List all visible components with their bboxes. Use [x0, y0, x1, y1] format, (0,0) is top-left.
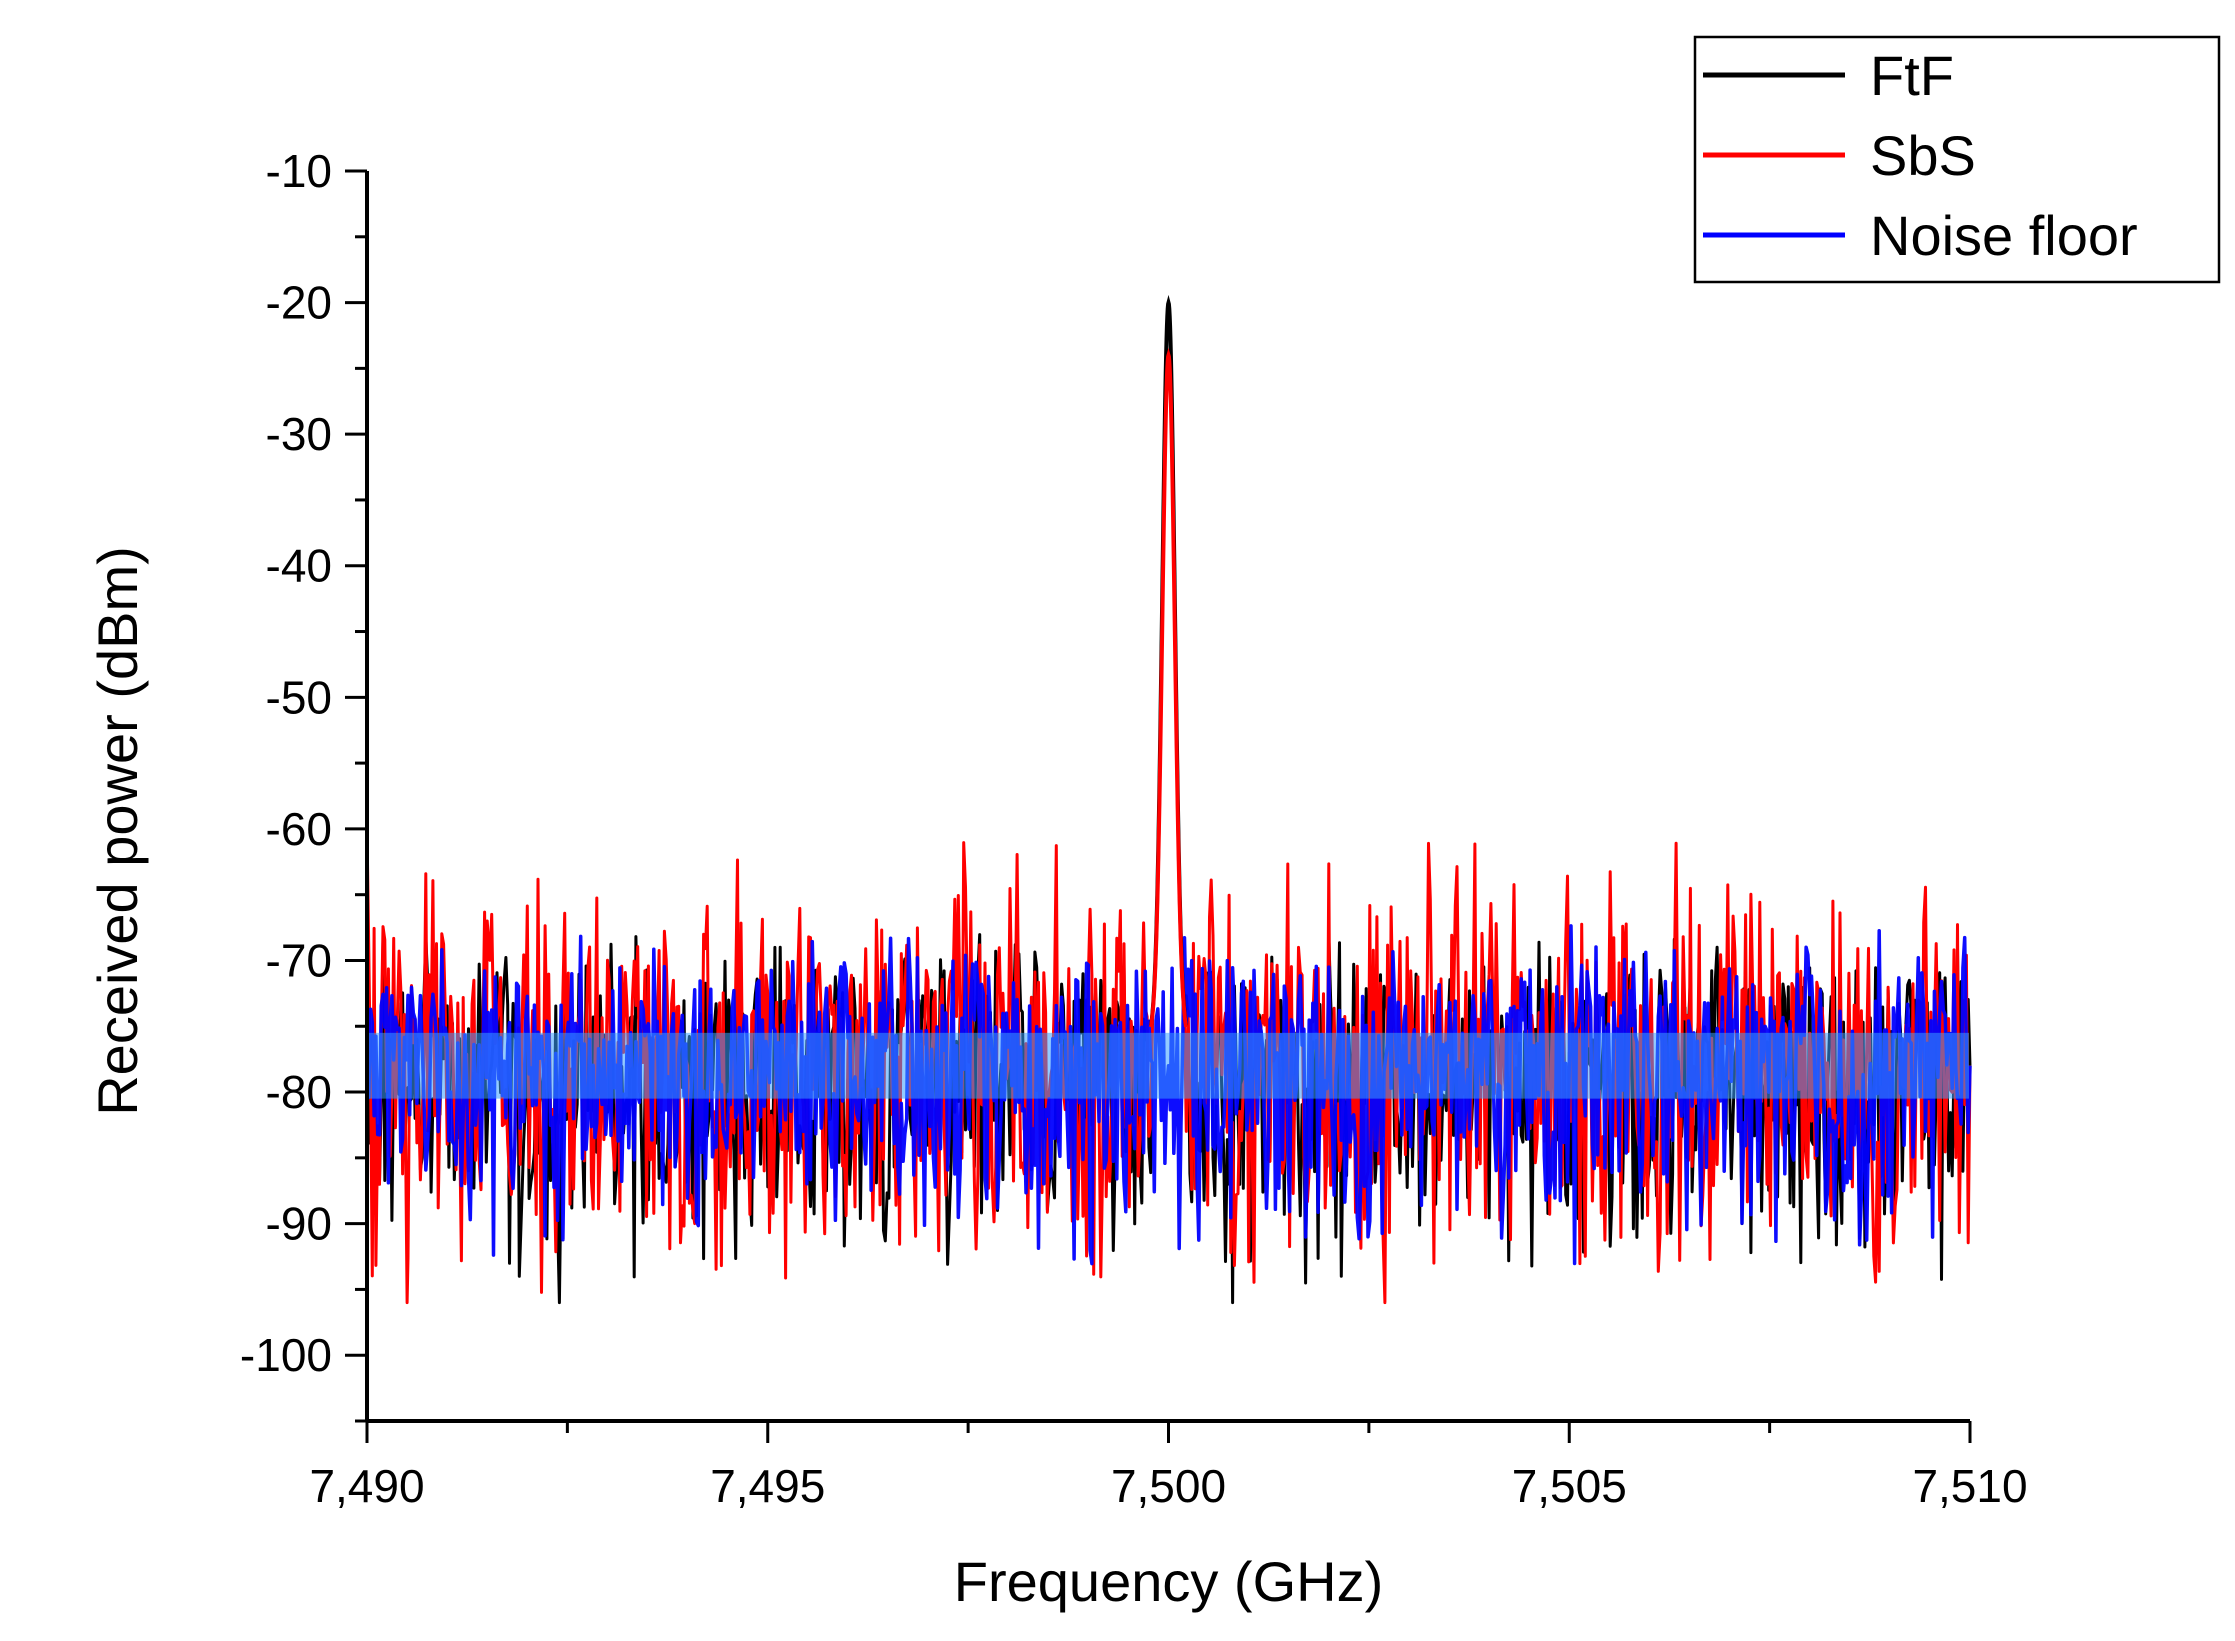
y-tick-label: -70 [266, 934, 332, 986]
legend-box [1693, 35, 2221, 284]
x-tick-label: 7,500 [1111, 1460, 1226, 1512]
x-tick-label: 7,495 [710, 1460, 825, 1512]
y-tick-label: -40 [266, 540, 332, 592]
legend-label: FtF [1870, 44, 1954, 107]
x-tick-label: 7,490 [309, 1460, 424, 1512]
y-tick-label: -60 [266, 803, 332, 855]
legend: FtF SbS Noise floor [1693, 35, 2221, 284]
series-line-ftf [365, 301, 1972, 1305]
x-axis-title: Frequency (GHz) [954, 1550, 1383, 1613]
y-tick-label: -80 [266, 1066, 332, 1118]
plot-series [365, 294, 1972, 1305]
y-tick-label: -20 [266, 277, 332, 329]
y-tick-label: -30 [266, 408, 332, 460]
x-tick-label: 7,505 [1512, 1460, 1627, 1512]
legend-label: Noise floor [1870, 204, 2138, 267]
y-tick-label: -50 [266, 671, 332, 723]
series-peak-sbs [1148, 347, 1189, 1028]
noise-floor-dense-band [368, 1032, 1969, 1099]
y-tick-label: -90 [266, 1198, 332, 1250]
y-tick-label: -100 [240, 1329, 332, 1381]
y-tick-label: -10 [266, 145, 332, 197]
y-axis-title: Received power (dBm) [86, 546, 149, 1116]
x-tick-label: 7,510 [1912, 1460, 2027, 1512]
y-ticks: -10 -20 -30 -40 -50 -60 -70 -80 -90 -100 [240, 145, 367, 1423]
legend-label: SbS [1870, 124, 1976, 187]
legend-entries: FtF SbS Noise floor [1703, 44, 2138, 267]
axes: 7,490 7,495 7,500 7,505 7,510 -10 -20 -30 -40 -5… [240, 145, 2028, 1512]
x-ticks: 7,490 7,495 7,500 7,505 7,510 [309, 1421, 2028, 1512]
